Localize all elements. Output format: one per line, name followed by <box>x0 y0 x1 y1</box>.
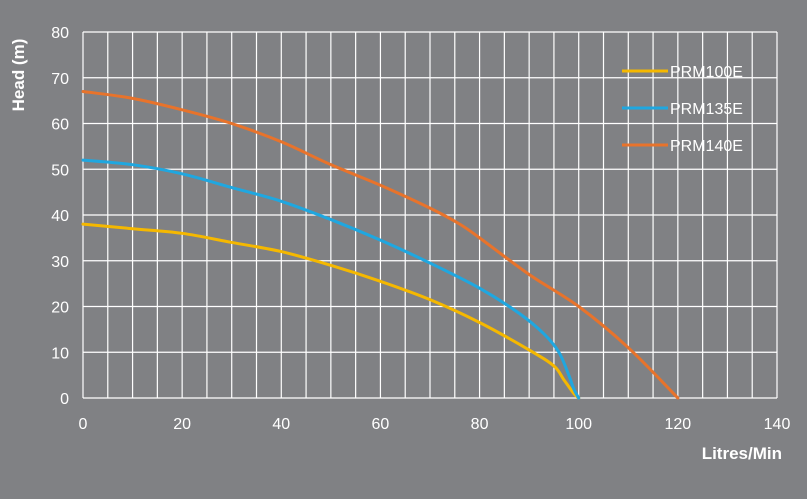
legend: PRM100E PRM135E PRM140E <box>622 64 743 155</box>
y-tick-label: 40 <box>51 208 69 225</box>
y-tick-label: 20 <box>51 300 69 317</box>
x-tick-label: 60 <box>372 416 390 433</box>
y-tick-label: 50 <box>51 162 69 179</box>
legend-label: PRM100E <box>670 64 743 81</box>
y-tick-label: 10 <box>51 345 69 362</box>
legend-label: PRM140E <box>670 138 743 155</box>
x-tick-label: 120 <box>665 416 692 433</box>
x-axis-label: Litres/Min <box>702 444 782 463</box>
x-tick-label: 40 <box>272 416 290 433</box>
x-tick-label: 140 <box>764 416 791 433</box>
y-tick-label: 60 <box>51 117 69 134</box>
x-tick-label: 80 <box>471 416 489 433</box>
series-layer <box>81 89 680 400</box>
tick-labels: 0 10 20 30 40 50 60 70 80 0 20 40 60 80 100 120 140 <box>51 25 790 433</box>
y-tick-label: 80 <box>51 25 69 42</box>
series-line-prm100e <box>81 222 581 400</box>
series-line-prm140e <box>81 89 680 400</box>
x-tick-label: 20 <box>173 416 191 433</box>
legend-label: PRM135E <box>670 101 743 118</box>
y-axis-label: Head (m) <box>9 39 28 112</box>
series-line-prm135e <box>81 158 581 400</box>
y-tick-label: 70 <box>51 71 69 88</box>
y-tick-label: 30 <box>51 254 69 271</box>
x-tick-label: 0 <box>79 416 88 433</box>
y-tick-label: 0 <box>60 391 69 408</box>
x-tick-label: 100 <box>565 416 592 433</box>
grid-layer <box>82 31 778 399</box>
